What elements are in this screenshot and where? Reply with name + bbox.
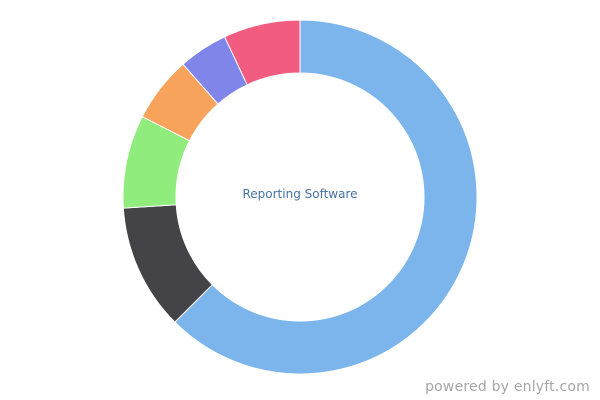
pie-slice-1[interactable]: [174, 19, 478, 375]
attribution-text: powered by enlyft.com: [425, 379, 590, 395]
center-label: Reporting Software: [242, 187, 357, 201]
slices-group: [122, 19, 478, 375]
pie-slice-6[interactable]: [223, 19, 301, 86]
